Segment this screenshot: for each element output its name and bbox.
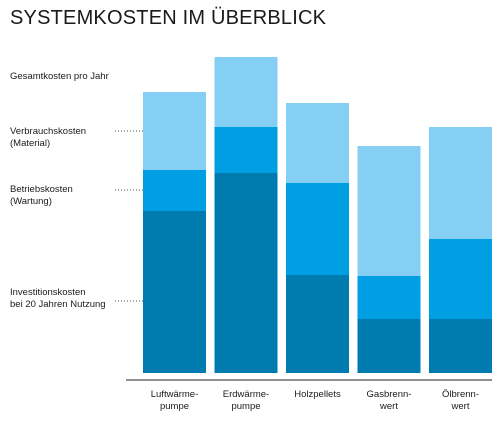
category-label-1: Luftwärme- pumpe — [150, 389, 199, 412]
bar-segment-3-1 — [286, 275, 349, 373]
category-label-4: Gasbrenn- wert — [366, 389, 412, 412]
chart-title: SYSTEMKOSTEN IM ÜBERBLICK — [10, 7, 327, 29]
bar-segment-1-1 — [143, 211, 206, 373]
bar-segment-2-1 — [214, 173, 278, 373]
bar-segment-5-1 — [429, 319, 492, 373]
bar-segment-4-2 — [357, 276, 421, 319]
bar-segment-3-3 — [286, 103, 349, 183]
bar-segment-1-3 — [143, 92, 206, 170]
label-betriebskosten: Betriebskosten (Wartung) — [10, 184, 73, 207]
bar-segment-5-3 — [429, 127, 492, 239]
category-label-2: Erdwärme- pumpe — [222, 389, 270, 412]
label-investitionskosten: Investitionskosten bei 20 Jahren Nutzung — [10, 287, 106, 310]
bar-segment-3-2 — [286, 183, 349, 275]
category-label-5: Ölbrenn- wert — [442, 389, 479, 412]
bar-segment-1-2 — [143, 170, 206, 211]
bar-segment-2-3 — [214, 57, 278, 127]
label-verbrauchskosten: Verbrauchskosten (Material) — [10, 126, 87, 149]
label-gesamtkosten: Gesamtkosten pro Jahr — [10, 71, 109, 82]
bars — [143, 57, 492, 373]
bar-segment-4-3 — [357, 146, 421, 276]
bar-segment-4-1 — [357, 319, 421, 373]
category-label-3: Holzpellets — [294, 389, 341, 400]
bar-segment-2-2 — [214, 127, 278, 173]
bar-segment-5-2 — [429, 239, 492, 319]
